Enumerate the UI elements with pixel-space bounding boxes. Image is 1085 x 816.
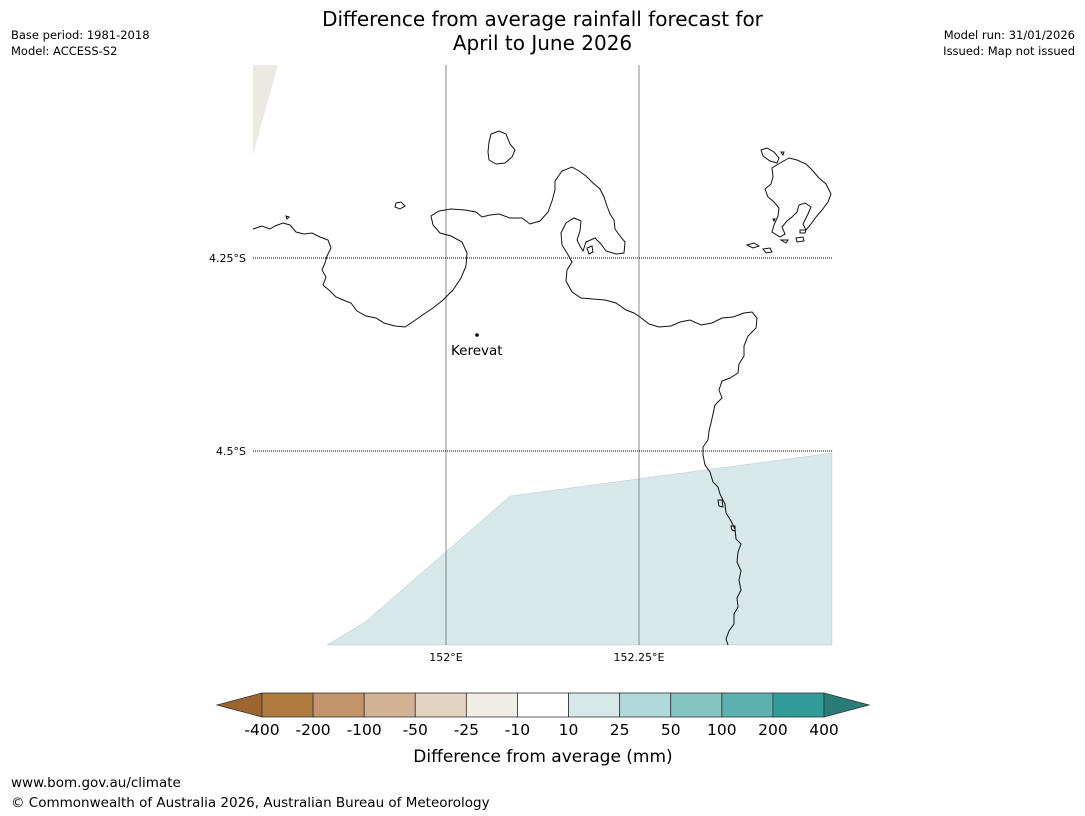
lon-label-152-25: 152.25°E xyxy=(614,651,665,664)
footer-url: www.bom.gov.au/climate xyxy=(11,775,181,791)
colorbar-segment xyxy=(721,692,774,718)
colorbar-tick-label: -100 xyxy=(347,721,382,739)
colorbar-tick-label: -200 xyxy=(295,721,330,739)
colorbar-tick-label: -400 xyxy=(244,721,279,739)
issued-text: Issued: Map not issued xyxy=(943,44,1075,58)
colorbar-segment xyxy=(312,692,365,718)
meta-right: Model run: 31/01/2026 Issued: Map not is… xyxy=(943,27,1075,59)
place-kerevat: Kerevat xyxy=(451,333,503,359)
colorbar-tick-label: 100 xyxy=(707,721,737,739)
lat-label-4-25: 4.25°S xyxy=(209,252,246,265)
colorbar-segment xyxy=(465,692,518,718)
colorbar-segment xyxy=(414,692,467,718)
map-title: Difference from average rainfall forecas… xyxy=(0,7,1085,55)
colorbar-tick-label: 50 xyxy=(661,721,681,739)
title-line-1: Difference from average rainfall forecas… xyxy=(322,7,763,31)
colorbar-tick-label: -10 xyxy=(505,721,530,739)
colorbar-tick-label: 10 xyxy=(559,721,579,739)
place-marker-dot xyxy=(475,333,479,337)
colorbar-tick-label: 200 xyxy=(758,721,788,739)
base-period-text: Base period: 1981-2018 xyxy=(11,28,150,42)
colorbar-segment xyxy=(670,692,723,718)
model-run-text: Model run: 31/01/2026 xyxy=(943,28,1075,42)
colorbar-extend-right xyxy=(823,692,871,718)
coastline xyxy=(252,130,832,646)
colorbar: -400 -200 -100 -50 -25 -10 10 25 50 100 200 400 xyxy=(215,692,871,739)
model-text: Model: ACCESS-S2 xyxy=(11,44,118,58)
lat-label-4-5: 4.5°S xyxy=(216,445,246,458)
map-area: Kerevat 4.25°S 4.5°S 152°E 152.25°E xyxy=(209,65,833,664)
colorbar-tick-label: 25 xyxy=(610,721,630,739)
footer-copyright: © Commonwealth of Australia 2026, Austra… xyxy=(11,795,490,811)
colorbar-segment xyxy=(517,692,569,718)
colorbar-tick-label: -50 xyxy=(403,721,428,739)
colorbar-segment xyxy=(619,692,672,718)
colorbar-segment xyxy=(772,692,825,718)
colorbar-segment xyxy=(261,692,314,718)
colorbar-label: Difference from average (mm) xyxy=(413,747,672,767)
colorbar-tick-label: -25 xyxy=(454,721,479,739)
shade-region-light-brown xyxy=(253,65,278,155)
colorbar-tick-label: 400 xyxy=(809,721,839,739)
meta-left: Base period: 1981-2018 Model: ACCESS-S2 xyxy=(11,27,150,59)
title-line-2: April to June 2026 xyxy=(452,31,633,55)
place-label: Kerevat xyxy=(451,343,503,359)
colorbar-segment xyxy=(363,692,416,718)
shade-region-light-teal xyxy=(326,452,833,646)
lon-label-152: 152°E xyxy=(429,651,462,664)
colorbar-segment xyxy=(568,692,621,718)
colorbar-extend-left xyxy=(215,692,263,718)
